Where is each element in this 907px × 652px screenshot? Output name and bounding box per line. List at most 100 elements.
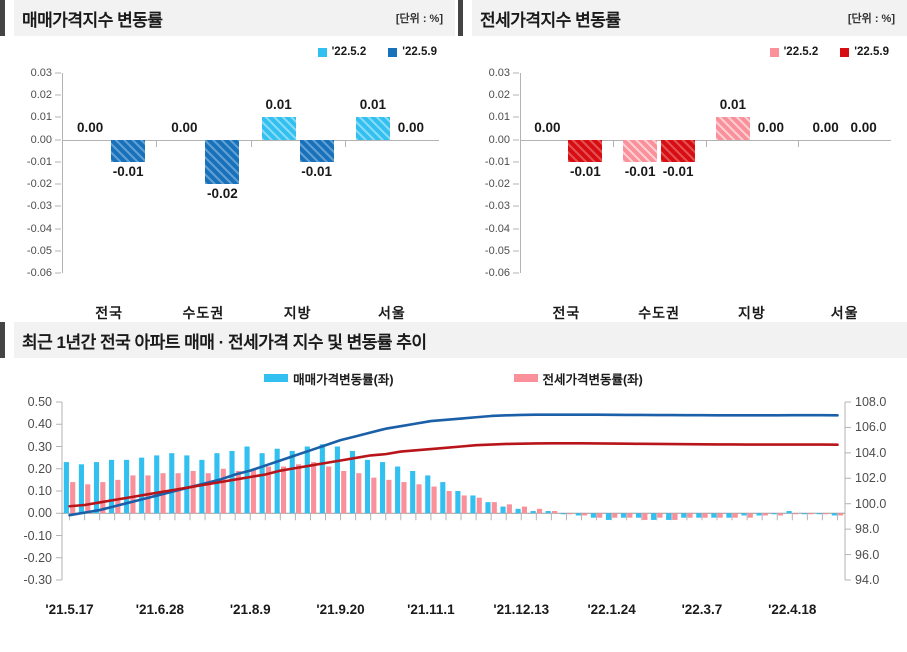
trend-bar[interactable] xyxy=(446,491,452,514)
trend-bar[interactable] xyxy=(831,513,837,516)
trend-bar[interactable] xyxy=(250,468,256,514)
trend-bar[interactable] xyxy=(386,479,392,514)
trend-bar[interactable] xyxy=(280,466,287,514)
trend-bar[interactable] xyxy=(311,462,317,514)
trend-bar[interactable] xyxy=(612,513,618,518)
legend-item-2022-05-02[interactable]: '22.5.2 xyxy=(769,46,818,58)
trend-bar[interactable] xyxy=(792,513,799,515)
trend-bar[interactable] xyxy=(476,497,482,514)
bar-'22.5.2-서울[interactable] xyxy=(355,117,390,140)
trend-bar[interactable] xyxy=(334,446,340,514)
legend-item-2022-05-09[interactable]: '22.5.9 xyxy=(840,46,889,58)
trend-bar[interactable] xyxy=(326,466,332,514)
trend-bar[interactable] xyxy=(642,513,648,520)
bar-'22.5.2-지방[interactable] xyxy=(715,117,750,140)
trend-bar[interactable] xyxy=(696,513,702,518)
trend-bar[interactable] xyxy=(169,453,175,514)
trend-bar[interactable] xyxy=(425,475,431,514)
trend-bar[interactable] xyxy=(205,473,211,514)
trend-bar[interactable] xyxy=(672,513,678,520)
trend-bar[interactable] xyxy=(575,513,581,516)
trend-bar[interactable] xyxy=(747,513,753,518)
trend-bar[interactable] xyxy=(530,511,536,514)
legend-item-sale-rate[interactable]: 매매가격변동률(좌) xyxy=(264,369,394,388)
trend-bar[interactable] xyxy=(356,473,362,514)
bar-'22.5.9-지방[interactable] xyxy=(299,139,334,162)
trend-bar[interactable] xyxy=(597,513,603,518)
trend-bar[interactable] xyxy=(139,457,145,514)
trend-bar[interactable] xyxy=(364,459,371,514)
trend-bar[interactable] xyxy=(70,482,76,514)
trend-bar[interactable] xyxy=(777,513,783,516)
trend-bar[interactable] xyxy=(401,482,407,514)
bar-'22.5.2-수도권[interactable] xyxy=(623,139,658,162)
legend-item-jeonse-rate[interactable]: 전세가격변동률(좌) xyxy=(513,369,643,388)
trend-bar[interactable] xyxy=(380,462,386,514)
trend-bar[interactable] xyxy=(771,513,777,515)
trend-bar[interactable] xyxy=(702,513,708,518)
trend-bar[interactable] xyxy=(235,470,241,514)
trend-bar[interactable] xyxy=(521,506,527,514)
bar-'22.5.2-지방[interactable] xyxy=(261,117,296,140)
trend-bar[interactable] xyxy=(85,484,91,514)
trend-bar[interactable] xyxy=(190,470,196,514)
trend-bar[interactable] xyxy=(416,484,422,514)
trend-bar[interactable] xyxy=(154,455,160,514)
trend-bar[interactable] xyxy=(582,513,588,516)
trend-bar[interactable] xyxy=(371,477,377,514)
bar-'22.5.9-수도권[interactable] xyxy=(661,139,696,162)
trend-bar[interactable] xyxy=(115,479,121,514)
trend-bar[interactable] xyxy=(455,491,461,514)
trend-bar[interactable] xyxy=(636,513,642,518)
trend-bar[interactable] xyxy=(717,513,723,518)
trend-bar[interactable] xyxy=(220,468,226,514)
bar-'22.5.9-전국[interactable] xyxy=(111,139,146,162)
trend-bar[interactable] xyxy=(756,513,762,516)
trend-bar[interactable] xyxy=(786,511,792,514)
trend-bar[interactable] xyxy=(100,482,106,514)
trend-bar[interactable] xyxy=(657,513,663,518)
trend-bar[interactable] xyxy=(124,459,130,514)
legend-item-2022-05-02[interactable]: '22.5.2 xyxy=(317,46,366,58)
trend-bar[interactable] xyxy=(93,462,100,514)
trend-bar[interactable] xyxy=(551,511,558,514)
trend-bar[interactable] xyxy=(816,513,822,515)
trend-bar[interactable] xyxy=(823,513,829,515)
trend-bar[interactable] xyxy=(175,473,181,514)
trend-bar[interactable] xyxy=(295,464,302,514)
trend-bar[interactable] xyxy=(560,513,566,515)
legend-item-2022-05-09[interactable]: '22.5.9 xyxy=(388,46,437,58)
trend-bar[interactable] xyxy=(711,513,717,518)
trend-bar[interactable] xyxy=(244,446,250,514)
trend-bar[interactable] xyxy=(726,513,732,518)
trend-bar[interactable] xyxy=(536,508,543,514)
bar-'22.5.9-수도권[interactable] xyxy=(205,139,240,185)
trend-bar[interactable] xyxy=(741,513,747,516)
trend-bar[interactable] xyxy=(349,450,356,514)
trend-bar[interactable] xyxy=(319,444,325,514)
trend-bar[interactable] xyxy=(681,513,687,518)
trend-bar[interactable] xyxy=(199,459,205,514)
trend-bar[interactable] xyxy=(491,502,497,514)
trend-bar[interactable] xyxy=(304,446,310,514)
trend-bar[interactable] xyxy=(506,504,512,514)
trend-bar[interactable] xyxy=(63,462,69,514)
trend-bar[interactable] xyxy=(461,495,467,514)
trend-bar[interactable] xyxy=(485,502,491,514)
trend-bar[interactable] xyxy=(627,513,633,518)
trend-bar[interactable] xyxy=(259,453,265,514)
trend-bar[interactable] xyxy=(229,450,235,514)
trend-bar[interactable] xyxy=(78,464,84,514)
trend-bar[interactable] xyxy=(687,513,693,518)
trend-bar[interactable] xyxy=(605,513,612,520)
bar-'22.5.9-전국[interactable] xyxy=(568,139,603,162)
trend-bar[interactable] xyxy=(567,513,573,515)
trend-bar[interactable] xyxy=(289,450,295,514)
trend-bar[interactable] xyxy=(410,470,416,514)
trend-bar[interactable] xyxy=(440,482,446,514)
trend-bar[interactable] xyxy=(274,448,280,514)
trend-bar[interactable] xyxy=(184,455,190,514)
trend-bar[interactable] xyxy=(395,466,401,514)
trend-bar[interactable] xyxy=(515,508,521,514)
trend-bar[interactable] xyxy=(545,511,551,514)
